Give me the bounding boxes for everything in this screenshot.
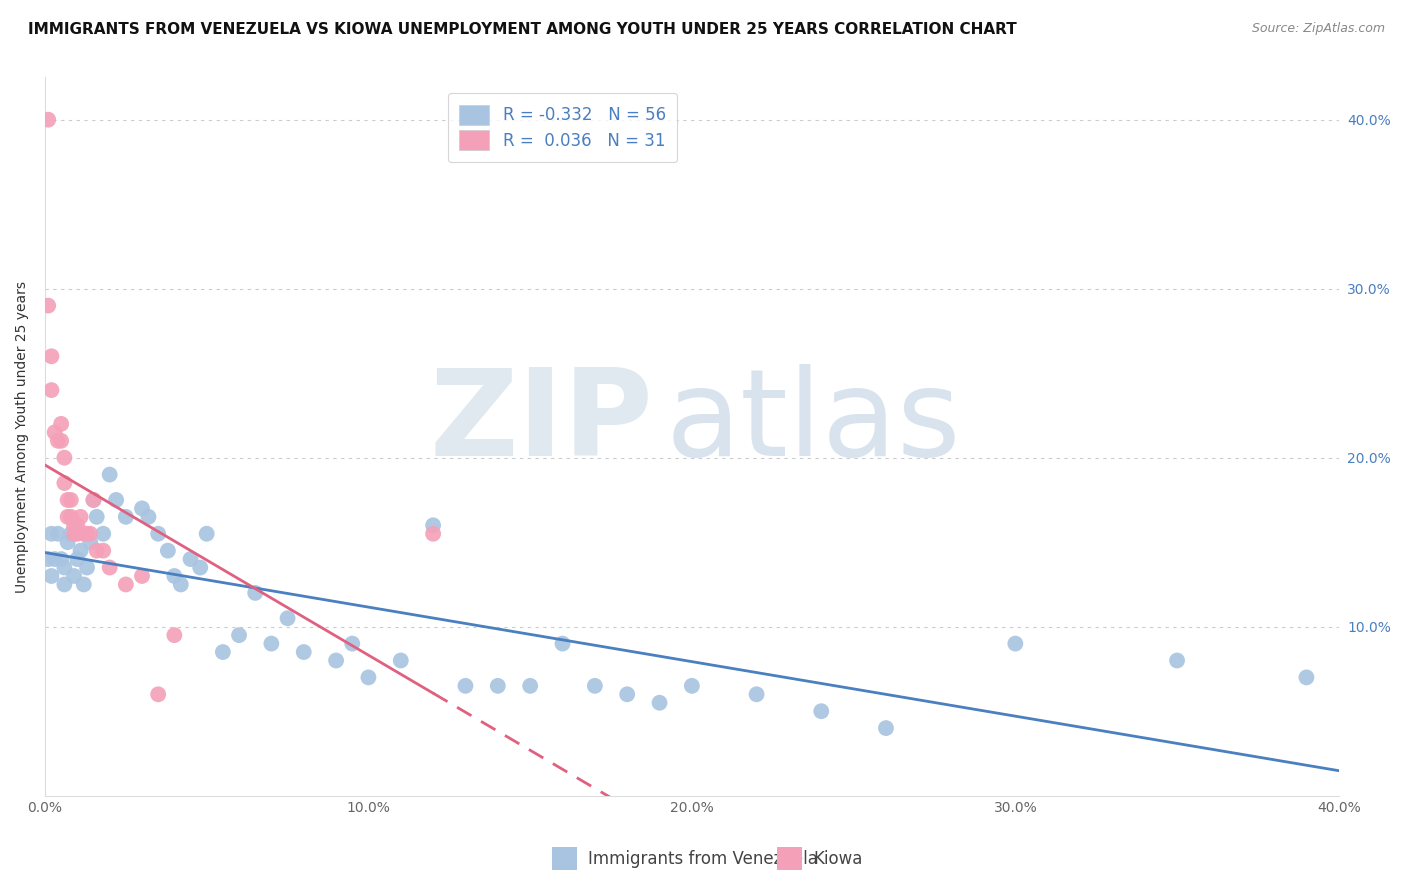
Text: atlas: atlas [666,364,962,481]
Point [260,637,283,651]
Point [66,526,89,541]
Point [1166,653,1188,667]
Point [73,526,96,541]
Point [66,552,89,566]
Point [875,721,897,735]
Point [1295,670,1317,684]
Point [277,611,299,625]
Point [41,526,63,541]
Point [114,577,136,591]
Point [46,434,69,448]
Point [454,679,477,693]
Point [681,679,703,693]
Point [1004,637,1026,651]
Point [44,425,66,440]
Point [163,569,186,583]
Point [148,526,170,541]
Text: Kiowa: Kiowa [813,849,863,868]
Point [41,569,63,583]
Point [98,467,121,482]
Point [91,543,114,558]
Point [163,628,186,642]
Point [76,560,98,574]
Point [188,560,211,574]
Point [53,450,76,465]
Point [810,704,832,718]
Text: Immigrants from Venezuela: Immigrants from Venezuela [588,849,818,868]
Point [98,560,121,574]
Point [76,526,98,541]
Point [53,560,76,574]
Point [73,577,96,591]
Point [63,518,86,533]
Point [551,637,574,651]
Point [389,653,412,667]
Point [583,679,606,693]
Point [53,476,76,491]
Point [41,383,63,397]
Point [180,552,202,566]
Point [616,687,638,701]
Text: ZIP: ZIP [429,364,652,481]
Point [292,645,315,659]
Point [49,434,72,448]
Point [56,492,79,507]
Point [44,552,66,566]
Point [79,535,101,549]
Point [56,509,79,524]
Point [156,543,179,558]
Point [59,526,82,541]
Point [59,509,82,524]
Point [56,535,79,549]
Point [66,518,89,533]
Point [37,552,59,566]
Point [422,526,444,541]
Point [46,526,69,541]
Point [37,299,59,313]
Point [49,552,72,566]
Y-axis label: Unemployment Among Youth under 25 years: Unemployment Among Youth under 25 years [15,281,30,592]
Point [519,679,541,693]
Point [53,577,76,591]
Point [91,526,114,541]
Point [86,509,108,524]
Point [342,637,364,651]
Point [69,543,91,558]
Point [745,687,768,701]
Point [138,509,160,524]
Point [195,526,218,541]
Point [228,628,250,642]
Point [86,543,108,558]
Point [170,577,193,591]
Point [212,645,235,659]
Point [131,501,153,516]
Legend: R = -0.332   N = 56, R =  0.036   N = 31: R = -0.332 N = 56, R = 0.036 N = 31 [447,93,678,162]
Point [79,526,101,541]
Point [105,492,128,507]
Point [69,509,91,524]
Point [82,492,104,507]
Point [325,653,347,667]
Point [357,670,380,684]
Point [63,526,86,541]
Point [82,492,104,507]
Point [37,112,59,127]
Text: IMMIGRANTS FROM VENEZUELA VS KIOWA UNEMPLOYMENT AMONG YOUTH UNDER 25 YEARS CORRE: IMMIGRANTS FROM VENEZUELA VS KIOWA UNEMP… [28,22,1017,37]
Point [114,509,136,524]
Point [422,518,444,533]
Point [245,586,267,600]
Point [486,679,509,693]
Point [131,569,153,583]
Point [49,417,72,431]
Point [648,696,671,710]
Point [59,492,82,507]
Point [41,349,63,363]
Text: Source: ZipAtlas.com: Source: ZipAtlas.com [1251,22,1385,36]
Point [148,687,170,701]
Point [63,569,86,583]
